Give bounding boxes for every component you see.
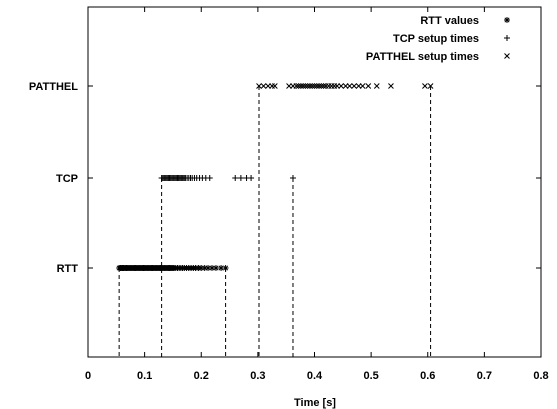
x-tick-label: 0.2	[194, 370, 209, 382]
data-point	[307, 83, 313, 89]
data-point	[427, 83, 434, 89]
data-point	[298, 83, 304, 89]
range-markers	[118, 86, 432, 357]
data-point	[313, 83, 320, 89]
data-point	[304, 83, 311, 89]
x-tick-label: 0.5	[363, 370, 378, 382]
data-point	[289, 175, 296, 181]
data-point	[373, 83, 380, 89]
data-point	[302, 83, 309, 89]
data-point	[388, 83, 394, 89]
category-label: RTT	[57, 263, 79, 275]
legend: RTT values TCP setup times PATTHEL setup t…	[366, 15, 510, 63]
x-tick-label: 0.1	[137, 370, 152, 382]
data-points	[116, 83, 434, 271]
data-point	[256, 83, 262, 89]
data-point	[359, 83, 366, 89]
data-point	[338, 83, 344, 89]
data-point	[260, 83, 267, 89]
data-point	[311, 83, 318, 89]
x-tick-label: 0.6	[420, 370, 435, 382]
category-label: PATTHEL	[29, 81, 78, 93]
data-point	[351, 83, 357, 89]
data-point	[300, 83, 307, 89]
x-axis-label: Time [s]	[294, 397, 336, 409]
data-point	[346, 83, 353, 89]
data-point	[316, 83, 322, 89]
data-point	[295, 83, 302, 89]
legend-label: RTT values	[420, 15, 479, 27]
x-tick-label: 0.3	[250, 370, 265, 382]
legend-label: PATTHEL setup times	[366, 51, 479, 63]
legend-marker	[504, 17, 510, 23]
data-point	[209, 265, 216, 271]
legend-marker	[504, 53, 510, 59]
x-tick-label: 0.7	[477, 370, 492, 382]
category-label: TCP	[56, 173, 78, 185]
legend-marker	[504, 35, 510, 41]
data-point	[320, 83, 327, 89]
data-point	[422, 83, 428, 89]
x-tick-label: 0.8	[533, 370, 548, 382]
data-point	[318, 83, 325, 89]
data-point	[272, 83, 278, 89]
data-point	[206, 175, 213, 181]
data-point	[293, 83, 300, 89]
category-labels: RTT TCP PATTHEL	[29, 81, 541, 275]
data-point	[232, 175, 239, 181]
x-tick-label: 0.4	[307, 370, 323, 382]
x-tick-label: 0	[85, 370, 91, 382]
data-point	[365, 83, 372, 89]
data-point	[237, 175, 244, 181]
legend-label: TCP setup times	[393, 33, 479, 45]
x-ticks: 0 0.1 0.2 0.3 0.4 0.5 0.6 0.7 0.8	[85, 7, 549, 382]
data-point	[309, 83, 316, 89]
data-point	[212, 265, 219, 271]
data-point	[222, 265, 229, 271]
data-point	[248, 175, 255, 181]
